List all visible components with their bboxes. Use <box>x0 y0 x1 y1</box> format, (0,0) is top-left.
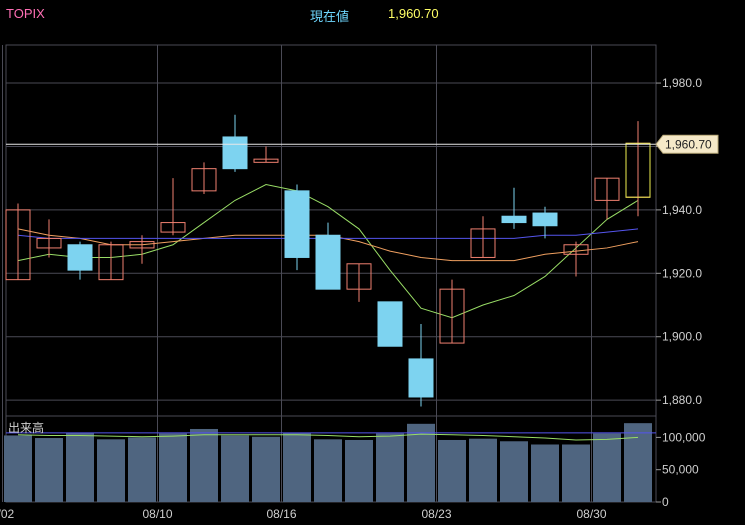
date-tick-label: 08/10 <box>142 507 172 521</box>
volume-bar <box>159 433 187 502</box>
candle-body <box>67 244 93 271</box>
volume-bar <box>624 423 652 502</box>
volume-bar <box>66 432 94 502</box>
date-tick-label: 8/02 <box>0 507 15 521</box>
moving-average-short-line <box>17 183 639 319</box>
volume-bar <box>593 433 621 502</box>
candle-body <box>191 168 217 192</box>
current-value-tag <box>655 134 719 154</box>
volume-tick-label: 100,000 <box>662 430 706 444</box>
candle-body <box>470 228 496 258</box>
candle-body <box>501 215 527 224</box>
volume-bar <box>438 439 466 502</box>
price-tick-label: 1,880.0 <box>662 393 702 407</box>
candle-body <box>594 177 620 201</box>
volume-bar <box>252 436 280 502</box>
volume-bar <box>345 439 373 502</box>
volume-bar <box>128 437 156 502</box>
volume-bar <box>190 428 218 502</box>
price-tick-label: 1,980.0 <box>662 76 702 90</box>
candle-body <box>5 209 31 281</box>
price-tick-label: 1,920.0 <box>662 266 702 280</box>
candle-body <box>129 241 155 249</box>
volume-bar <box>376 433 404 502</box>
volume-average-line <box>17 433 639 441</box>
candle-body <box>439 288 465 344</box>
chart-title: TOPIX <box>6 6 45 21</box>
candle-body <box>377 301 403 347</box>
candle-body <box>563 244 589 255</box>
volume-bar <box>97 439 125 502</box>
volume-tick-label: 0 <box>662 495 669 509</box>
date-tick-label: 08/23 <box>421 507 451 521</box>
candle-body <box>315 234 341 290</box>
candle-body <box>346 263 372 290</box>
price-tick-label: 1,940.0 <box>662 203 702 217</box>
volume-bar <box>283 432 311 502</box>
volume-bar <box>469 438 497 502</box>
volume-bar <box>531 444 559 502</box>
date-tick-label: 08/16 <box>266 507 296 521</box>
candle-body <box>98 244 124 281</box>
volume-bar <box>500 441 528 502</box>
candle-body <box>253 158 279 163</box>
date-tick-label: 08/30 <box>576 507 606 521</box>
volume-bar <box>221 435 249 502</box>
candle-body <box>408 358 434 398</box>
current-value-tag-label: 1,960.70 <box>665 137 712 151</box>
candle-body <box>36 237 62 249</box>
candle-body <box>284 190 310 258</box>
candle-body <box>222 136 248 170</box>
volume-panel-title: 出来高 <box>8 420 44 435</box>
volume-bar <box>562 444 590 502</box>
volume-bar <box>35 438 63 502</box>
latest-candle-highlight <box>625 142 651 198</box>
current-price-value: 1,960.70 <box>388 6 439 21</box>
price-tick-label: 1,900.0 <box>662 330 702 344</box>
volume-tick-label: 50,000 <box>662 463 699 477</box>
candle-body <box>532 212 558 227</box>
current-price-label: 現在値 <box>310 10 350 25</box>
header: TOPIX 現在値 1,960.70 <box>0 0 745 28</box>
volume-bar <box>314 439 342 502</box>
volume-bar <box>407 423 435 502</box>
candle-body <box>160 222 186 233</box>
volume-bar <box>4 435 32 502</box>
